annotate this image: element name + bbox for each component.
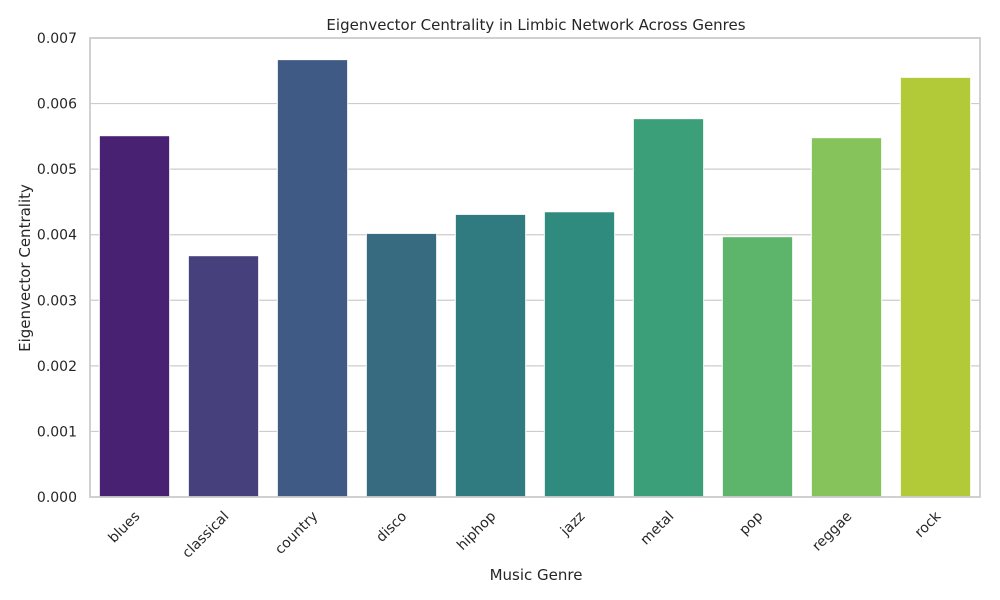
y-tick-label: 0.004: [37, 228, 77, 244]
y-tick-label: 0.001: [37, 424, 77, 440]
y-tick-label: 0.005: [37, 162, 77, 178]
y-tick-label: 0.007: [37, 31, 77, 47]
bar-country: [276, 59, 349, 498]
bar-jazz: [543, 211, 616, 498]
y-tick-label: 0.000: [37, 490, 77, 506]
x-tick-label-metal: metal: [638, 509, 678, 549]
bar-rock: [899, 76, 972, 498]
bar-classical: [187, 255, 260, 498]
y-axis-label: Eigenvector Centrality: [16, 184, 34, 352]
y-tick-label: 0.006: [37, 97, 77, 113]
x-tick-label-country: country: [272, 509, 321, 558]
bar-reggae: [810, 137, 883, 498]
bar-pop: [721, 236, 794, 498]
bar-metal: [632, 118, 705, 498]
y-tick-label: 0.002: [37, 359, 77, 375]
frame-layer: [89, 37, 981, 498]
bar-blues: [98, 135, 171, 498]
x-tick-label-reggae: reggae: [809, 509, 855, 555]
x-tick-label-blues: blues: [105, 509, 143, 547]
x-tick-label-hiphop: hiphop: [454, 508, 499, 553]
x-tick-label-jazz: jazz: [557, 509, 588, 540]
axes-frame: [89, 37, 981, 498]
x-tick-label-pop: pop: [736, 508, 766, 538]
x-tick-label-classical: classical: [179, 509, 232, 562]
y-tick-label: 0.003: [37, 293, 77, 309]
bar-disco: [365, 232, 438, 498]
chart-title: Eigenvector Centrality in Limbic Network…: [326, 16, 745, 34]
x-tick-label-disco: disco: [373, 509, 410, 546]
bar-hiphop: [454, 213, 527, 498]
x-tick-label-rock: rock: [912, 508, 945, 541]
x-axis-label: Music Genre: [490, 566, 583, 584]
y-tick-labels: 0.000 0.001 0.002 0.003 0.004 0.005 0.006 0.007: [37, 31, 77, 506]
x-tick-labels: blues classical country disco hiphop jazz meta…: [105, 508, 944, 562]
bar-layer: [98, 59, 972, 498]
